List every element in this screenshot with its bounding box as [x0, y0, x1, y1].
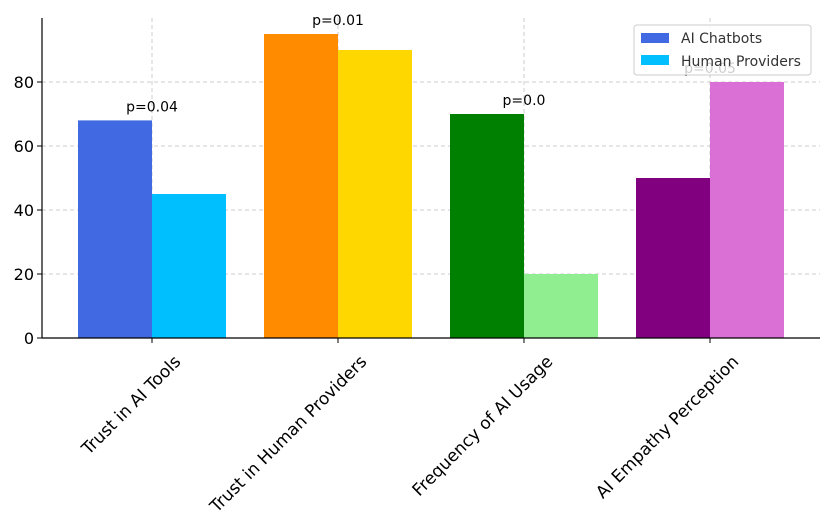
bar-ai-chatbots-trust-in-human-providers — [264, 34, 338, 338]
bar-human-providers-ai-empathy-perception — [710, 82, 784, 338]
y-tick-label-60: 60 — [14, 137, 34, 156]
legend-swatch-human-providers — [641, 55, 669, 65]
legend-swatch-ai-chatbots — [641, 33, 669, 43]
p-value-annotation-frequency-of-ai-usage: p=0.0 — [503, 93, 546, 109]
legend-label-human-providers: Human Providers — [681, 54, 801, 70]
x-category-label-trust-in-human-providers: Trust in Human Providers — [206, 352, 372, 518]
y-tick-label-80: 80 — [14, 73, 34, 92]
bar-ai-chatbots-frequency-of-ai-usage — [450, 114, 524, 338]
bar-ai-chatbots-trust-in-ai-tools — [78, 120, 152, 339]
axes — [41, 18, 820, 339]
x-category-label-ai-empathy-perception: AI Empathy Perception — [592, 352, 743, 503]
legend: AI Chatbots Human Providers — [633, 24, 812, 76]
legend-box — [633, 24, 812, 76]
bar-human-providers-frequency-of-ai-usage — [524, 274, 598, 338]
x-category-labels: Trust in AI Tools Trust in Human Provider… — [77, 338, 743, 518]
p-value-annotation-trust-in-human-providers: p=0.01 — [312, 13, 364, 29]
bar-ai-chatbots-ai-empathy-perception — [636, 178, 710, 338]
legend-label-ai-chatbots: AI Chatbots — [681, 31, 762, 47]
y-tick-label-20: 20 — [14, 265, 34, 284]
p-value-annotation-trust-in-ai-tools: p=0.04 — [126, 99, 178, 115]
y-tick-labels: 0 20 40 60 80 — [14, 73, 42, 348]
bar-human-providers-trust-in-human-providers — [338, 50, 412, 338]
x-category-label-trust-in-ai-tools: Trust in AI Tools — [77, 352, 185, 460]
y-tick-label-0: 0 — [24, 329, 34, 348]
y-tick-label-40: 40 — [14, 201, 34, 220]
bars — [78, 34, 784, 339]
bar-human-providers-trust-in-ai-tools — [152, 194, 226, 338]
x-category-label-frequency-of-ai-usage: Frequency of AI Usage — [409, 352, 558, 501]
